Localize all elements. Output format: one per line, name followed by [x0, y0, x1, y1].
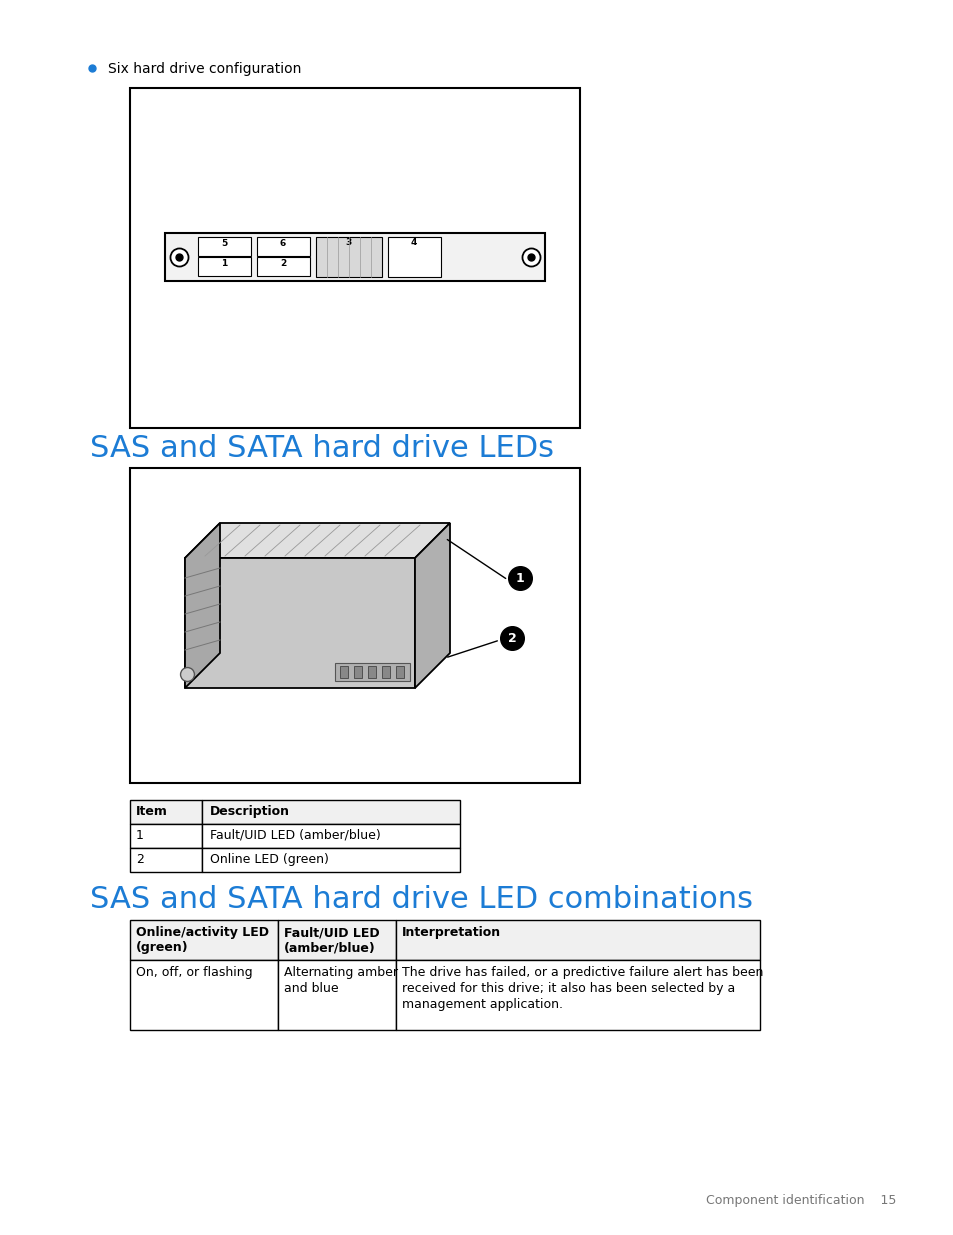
Bar [335, 663, 410, 680]
Bar [277, 960, 395, 1030]
Bar [202, 800, 459, 824]
Polygon shape [415, 522, 450, 688]
Bar [256, 257, 310, 275]
Bar [395, 666, 403, 678]
Bar [354, 666, 361, 678]
Text: Component identification    15: Component identification 15 [705, 1194, 895, 1207]
Bar [202, 848, 459, 872]
Bar [130, 468, 579, 783]
Text: Description: Description [210, 805, 290, 818]
Bar [130, 920, 277, 960]
Bar [198, 237, 251, 256]
Bar [130, 800, 202, 824]
Text: 2: 2 [279, 259, 286, 268]
Text: 1: 1 [221, 259, 227, 268]
Text: Fault/UID LED
(amber/blue): Fault/UID LED (amber/blue) [284, 926, 379, 955]
Bar [315, 237, 381, 277]
Text: 2: 2 [136, 853, 144, 866]
Text: On, off, or flashing: On, off, or flashing [136, 966, 253, 979]
Text: Online/activity LED
(green): Online/activity LED (green) [136, 926, 269, 955]
Bar [381, 666, 390, 678]
Bar [202, 824, 459, 848]
Text: Item: Item [136, 805, 168, 818]
Bar [198, 257, 251, 275]
Text: 2: 2 [507, 631, 516, 645]
Bar [395, 960, 760, 1030]
Text: Six hard drive configuration: Six hard drive configuration [108, 62, 301, 77]
Text: 1: 1 [136, 829, 144, 842]
Bar [277, 920, 395, 960]
Text: Interpretation: Interpretation [401, 926, 500, 939]
Text: Fault/UID LED (amber/blue): Fault/UID LED (amber/blue) [210, 829, 380, 842]
Bar [165, 233, 544, 282]
Bar [368, 666, 375, 678]
Text: Alternating amber
and blue: Alternating amber and blue [284, 966, 397, 995]
Polygon shape [185, 558, 415, 688]
Text: 4: 4 [411, 238, 416, 247]
Bar [339, 666, 348, 678]
Text: 6: 6 [279, 240, 286, 248]
Polygon shape [185, 522, 450, 558]
Bar [130, 824, 202, 848]
Bar [395, 920, 760, 960]
Text: 3: 3 [346, 238, 352, 247]
Text: 5: 5 [221, 240, 227, 248]
Bar [130, 88, 579, 429]
Text: Online LED (green): Online LED (green) [210, 853, 329, 866]
Bar [130, 848, 202, 872]
Text: SAS and SATA hard drive LEDs: SAS and SATA hard drive LEDs [90, 433, 554, 463]
Text: SAS and SATA hard drive LED combinations: SAS and SATA hard drive LED combinations [90, 885, 752, 914]
Bar [388, 237, 440, 277]
Text: 1: 1 [515, 572, 524, 584]
Bar [256, 237, 310, 256]
Bar [130, 960, 277, 1030]
Text: The drive has failed, or a predictive failure alert has been
received for this d: The drive has failed, or a predictive fa… [401, 966, 762, 1011]
Polygon shape [185, 522, 220, 688]
